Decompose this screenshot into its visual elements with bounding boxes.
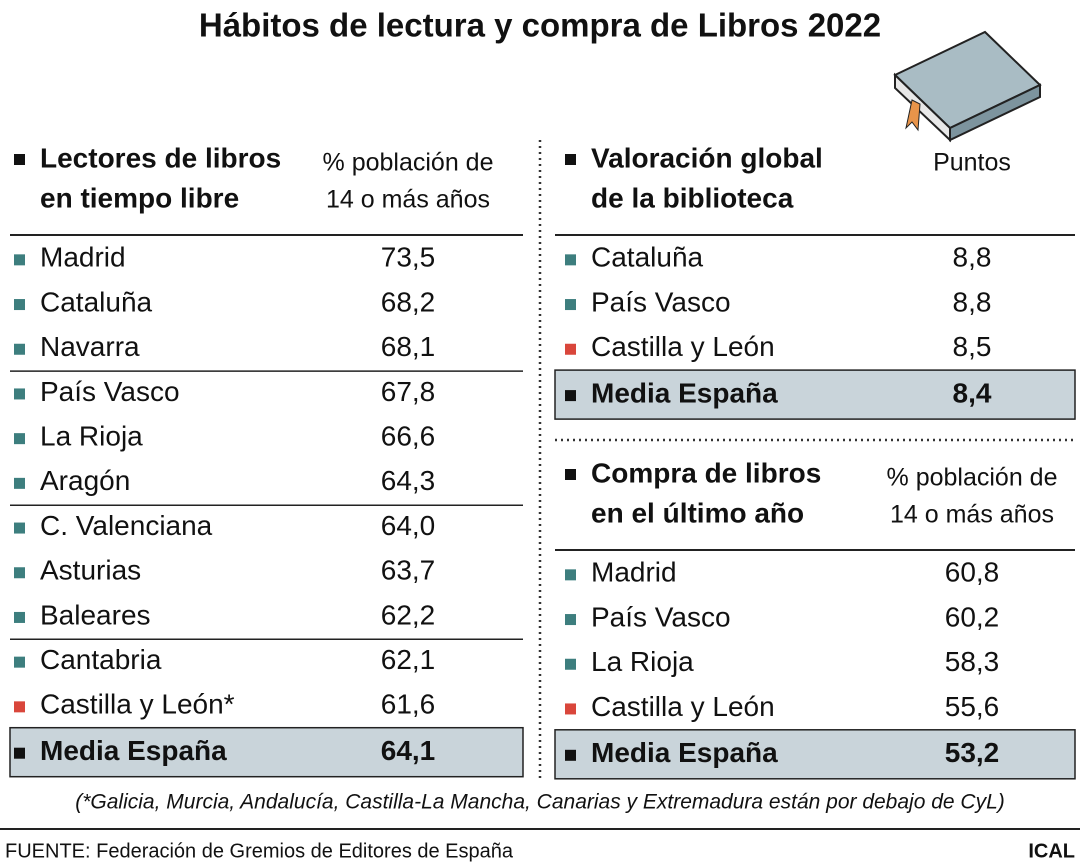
- unit-label: % población de: [887, 464, 1058, 492]
- row-value: 62,2: [381, 599, 436, 630]
- row-marker: [565, 749, 576, 761]
- total-row: [9, 726, 524, 778]
- row-marker: [14, 254, 25, 266]
- row-value: 61,6: [381, 689, 436, 720]
- row-marker: [14, 611, 25, 623]
- row-label: Castilla y León: [591, 691, 775, 722]
- book-icon: [893, 30, 1042, 143]
- row-label: Baleares: [40, 599, 151, 630]
- row-value: 68,2: [381, 286, 436, 317]
- row-value: 64,3: [381, 465, 436, 496]
- total-row: [554, 369, 1076, 420]
- row-label: Cataluña: [591, 242, 704, 273]
- row-value: 63,7: [381, 555, 436, 586]
- footnote: (*Galicia, Murcia, Andalucía, Castilla-L…: [75, 791, 1005, 814]
- unit-label: 14 o más años: [326, 186, 490, 214]
- row-value: 60,8: [945, 557, 1000, 588]
- row-value: 60,2: [945, 601, 1000, 632]
- row-marker: [14, 701, 25, 713]
- row-value: 55,6: [945, 691, 1000, 722]
- total-label: Media España: [591, 737, 778, 768]
- table-title: Lectores de libros: [40, 142, 281, 173]
- row-label: La Rioja: [40, 421, 143, 452]
- row-marker: [14, 477, 25, 489]
- row-marker: [14, 433, 25, 445]
- total-label: Media España: [591, 377, 778, 408]
- table-title: Compra de libros: [591, 457, 821, 488]
- table-title: en el último año: [591, 497, 804, 528]
- total-label: Media España: [40, 735, 227, 766]
- row-value: 8,8: [953, 286, 992, 317]
- row-label: Aragón: [40, 465, 130, 496]
- header-marker: [565, 469, 576, 480]
- row-label: C. Valenciana: [40, 510, 213, 541]
- row-label: Cataluña: [40, 286, 153, 317]
- row-label: País Vasco: [40, 376, 180, 407]
- header-marker: [565, 154, 576, 165]
- table-title: Valoración global: [591, 142, 823, 173]
- unit-label: Puntos: [933, 149, 1011, 177]
- row-value: 64,0: [381, 510, 436, 541]
- row-marker: [14, 343, 25, 355]
- table-title: de la biblioteca: [591, 182, 794, 213]
- row-marker: [565, 703, 576, 715]
- row-value: 8,8: [953, 242, 992, 273]
- row-value: 67,8: [381, 376, 436, 407]
- row-marker: [565, 343, 576, 355]
- row-marker: [565, 614, 576, 626]
- row-marker: [565, 254, 576, 266]
- total-value: 64,1: [381, 735, 436, 766]
- row-label: Cantabria: [40, 644, 162, 675]
- unit-label: 14 o más años: [890, 501, 1054, 529]
- brand: ICAL: [1028, 840, 1075, 862]
- row-marker: [565, 569, 576, 581]
- row-label: Castilla y León: [591, 331, 775, 362]
- row-label: La Rioja: [591, 646, 694, 677]
- row-marker: [565, 658, 576, 670]
- row-label: Asturias: [40, 555, 141, 586]
- row-value: 73,5: [381, 242, 436, 273]
- row-marker: [14, 388, 25, 400]
- row-marker: [565, 299, 576, 311]
- total-value: 53,2: [945, 737, 1000, 768]
- row-marker: [14, 656, 25, 668]
- table-title: en tiempo libre: [40, 182, 239, 213]
- row-marker: [14, 299, 25, 311]
- total-value: 8,4: [953, 377, 992, 408]
- row-label: Castilla y León*: [40, 689, 235, 720]
- row-value: 66,6: [381, 421, 436, 452]
- row-label: País Vasco: [591, 601, 731, 632]
- row-marker: [14, 747, 25, 759]
- row-marker: [14, 522, 25, 534]
- source: FUENTE: Federación de Gremios de Editore…: [5, 840, 514, 862]
- header-marker: [14, 154, 25, 165]
- row-value: 58,3: [945, 646, 1000, 677]
- row-marker: [565, 390, 576, 402]
- total-row: [554, 729, 1076, 780]
- row-label: País Vasco: [591, 286, 731, 317]
- row-marker: [14, 567, 25, 579]
- row-label: Navarra: [40, 331, 140, 362]
- row-value: 62,1: [381, 644, 436, 675]
- row-label: Madrid: [591, 557, 677, 588]
- unit-label: % población de: [323, 149, 494, 177]
- row-label: Madrid: [40, 242, 126, 273]
- row-value: 68,1: [381, 331, 436, 362]
- row-value: 8,5: [953, 331, 992, 362]
- title: Hábitos de lectura y compra de Libros 20…: [199, 7, 881, 44]
